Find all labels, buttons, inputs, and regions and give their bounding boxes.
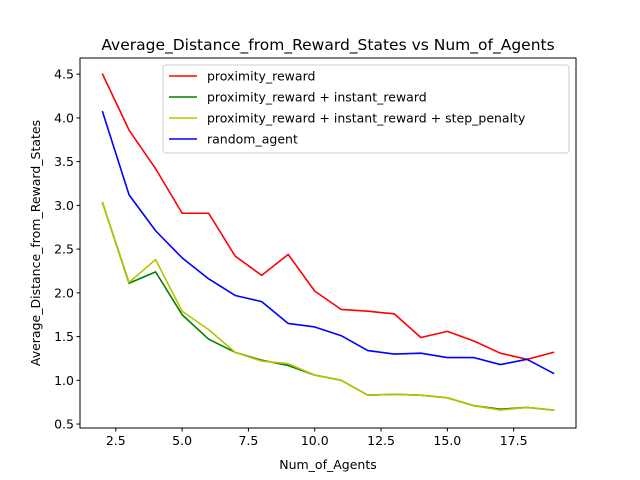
y-tick-label: 2.0	[54, 285, 74, 300]
x-tick-label: 15.0	[433, 433, 461, 448]
x-tick-label: 12.5	[367, 433, 395, 448]
y-tick-label: 1.5	[54, 329, 74, 344]
x-tick-label: 5.0	[172, 433, 192, 448]
legend: proximity_reward proximity_reward + insta…	[162, 64, 570, 154]
legend-label: random_agent	[207, 132, 298, 147]
y-tick-label: 0.5	[54, 417, 74, 432]
y-tick-label: 1.0	[54, 373, 74, 388]
x-axis-label: Num_of_Agents	[279, 457, 377, 472]
legend-label: proximity_reward + instant_reward + step…	[207, 111, 526, 126]
y-tick-label: 4.5	[54, 67, 74, 82]
y-tick-label: 3.0	[54, 198, 74, 213]
x-axis-ticks: 2.5 5.0 7.5 10.0 12.5 15.0 17.5	[106, 428, 528, 448]
series-line	[101, 73, 555, 361]
chart-title: Average_Distance_from_Reward_States vs N…	[101, 36, 554, 55]
y-tick-label: 3.5	[54, 154, 74, 169]
x-tick-label: 17.5	[500, 433, 528, 448]
plot-area: 2.5 5.0 7.5 10.0 12.5 15.0 17.5 0.5 1.0 1.5 2.0 2.…	[54, 57, 577, 448]
series-line	[101, 201, 555, 411]
series-layer	[101, 73, 555, 411]
x-tick-label: 10.0	[301, 433, 329, 448]
y-axis-label: Average_Distance_from_Reward_States	[28, 120, 43, 366]
y-tick-label: 2.5	[54, 242, 74, 257]
y-tick-label: 4.0	[54, 110, 74, 125]
x-tick-label: 7.5	[238, 433, 258, 448]
y-axis-ticks: 0.5 1.0 1.5 2.0 2.5 3.0 3.5 4.0 4.5	[54, 67, 80, 432]
legend-label: proximity_reward + instant_reward	[207, 90, 427, 105]
legend-box	[162, 64, 570, 154]
x-tick-label: 2.5	[106, 433, 126, 448]
series-line	[101, 201, 555, 411]
legend-label: proximity_reward	[207, 69, 315, 84]
series-line	[101, 110, 555, 375]
plot-frame	[79, 57, 577, 429]
